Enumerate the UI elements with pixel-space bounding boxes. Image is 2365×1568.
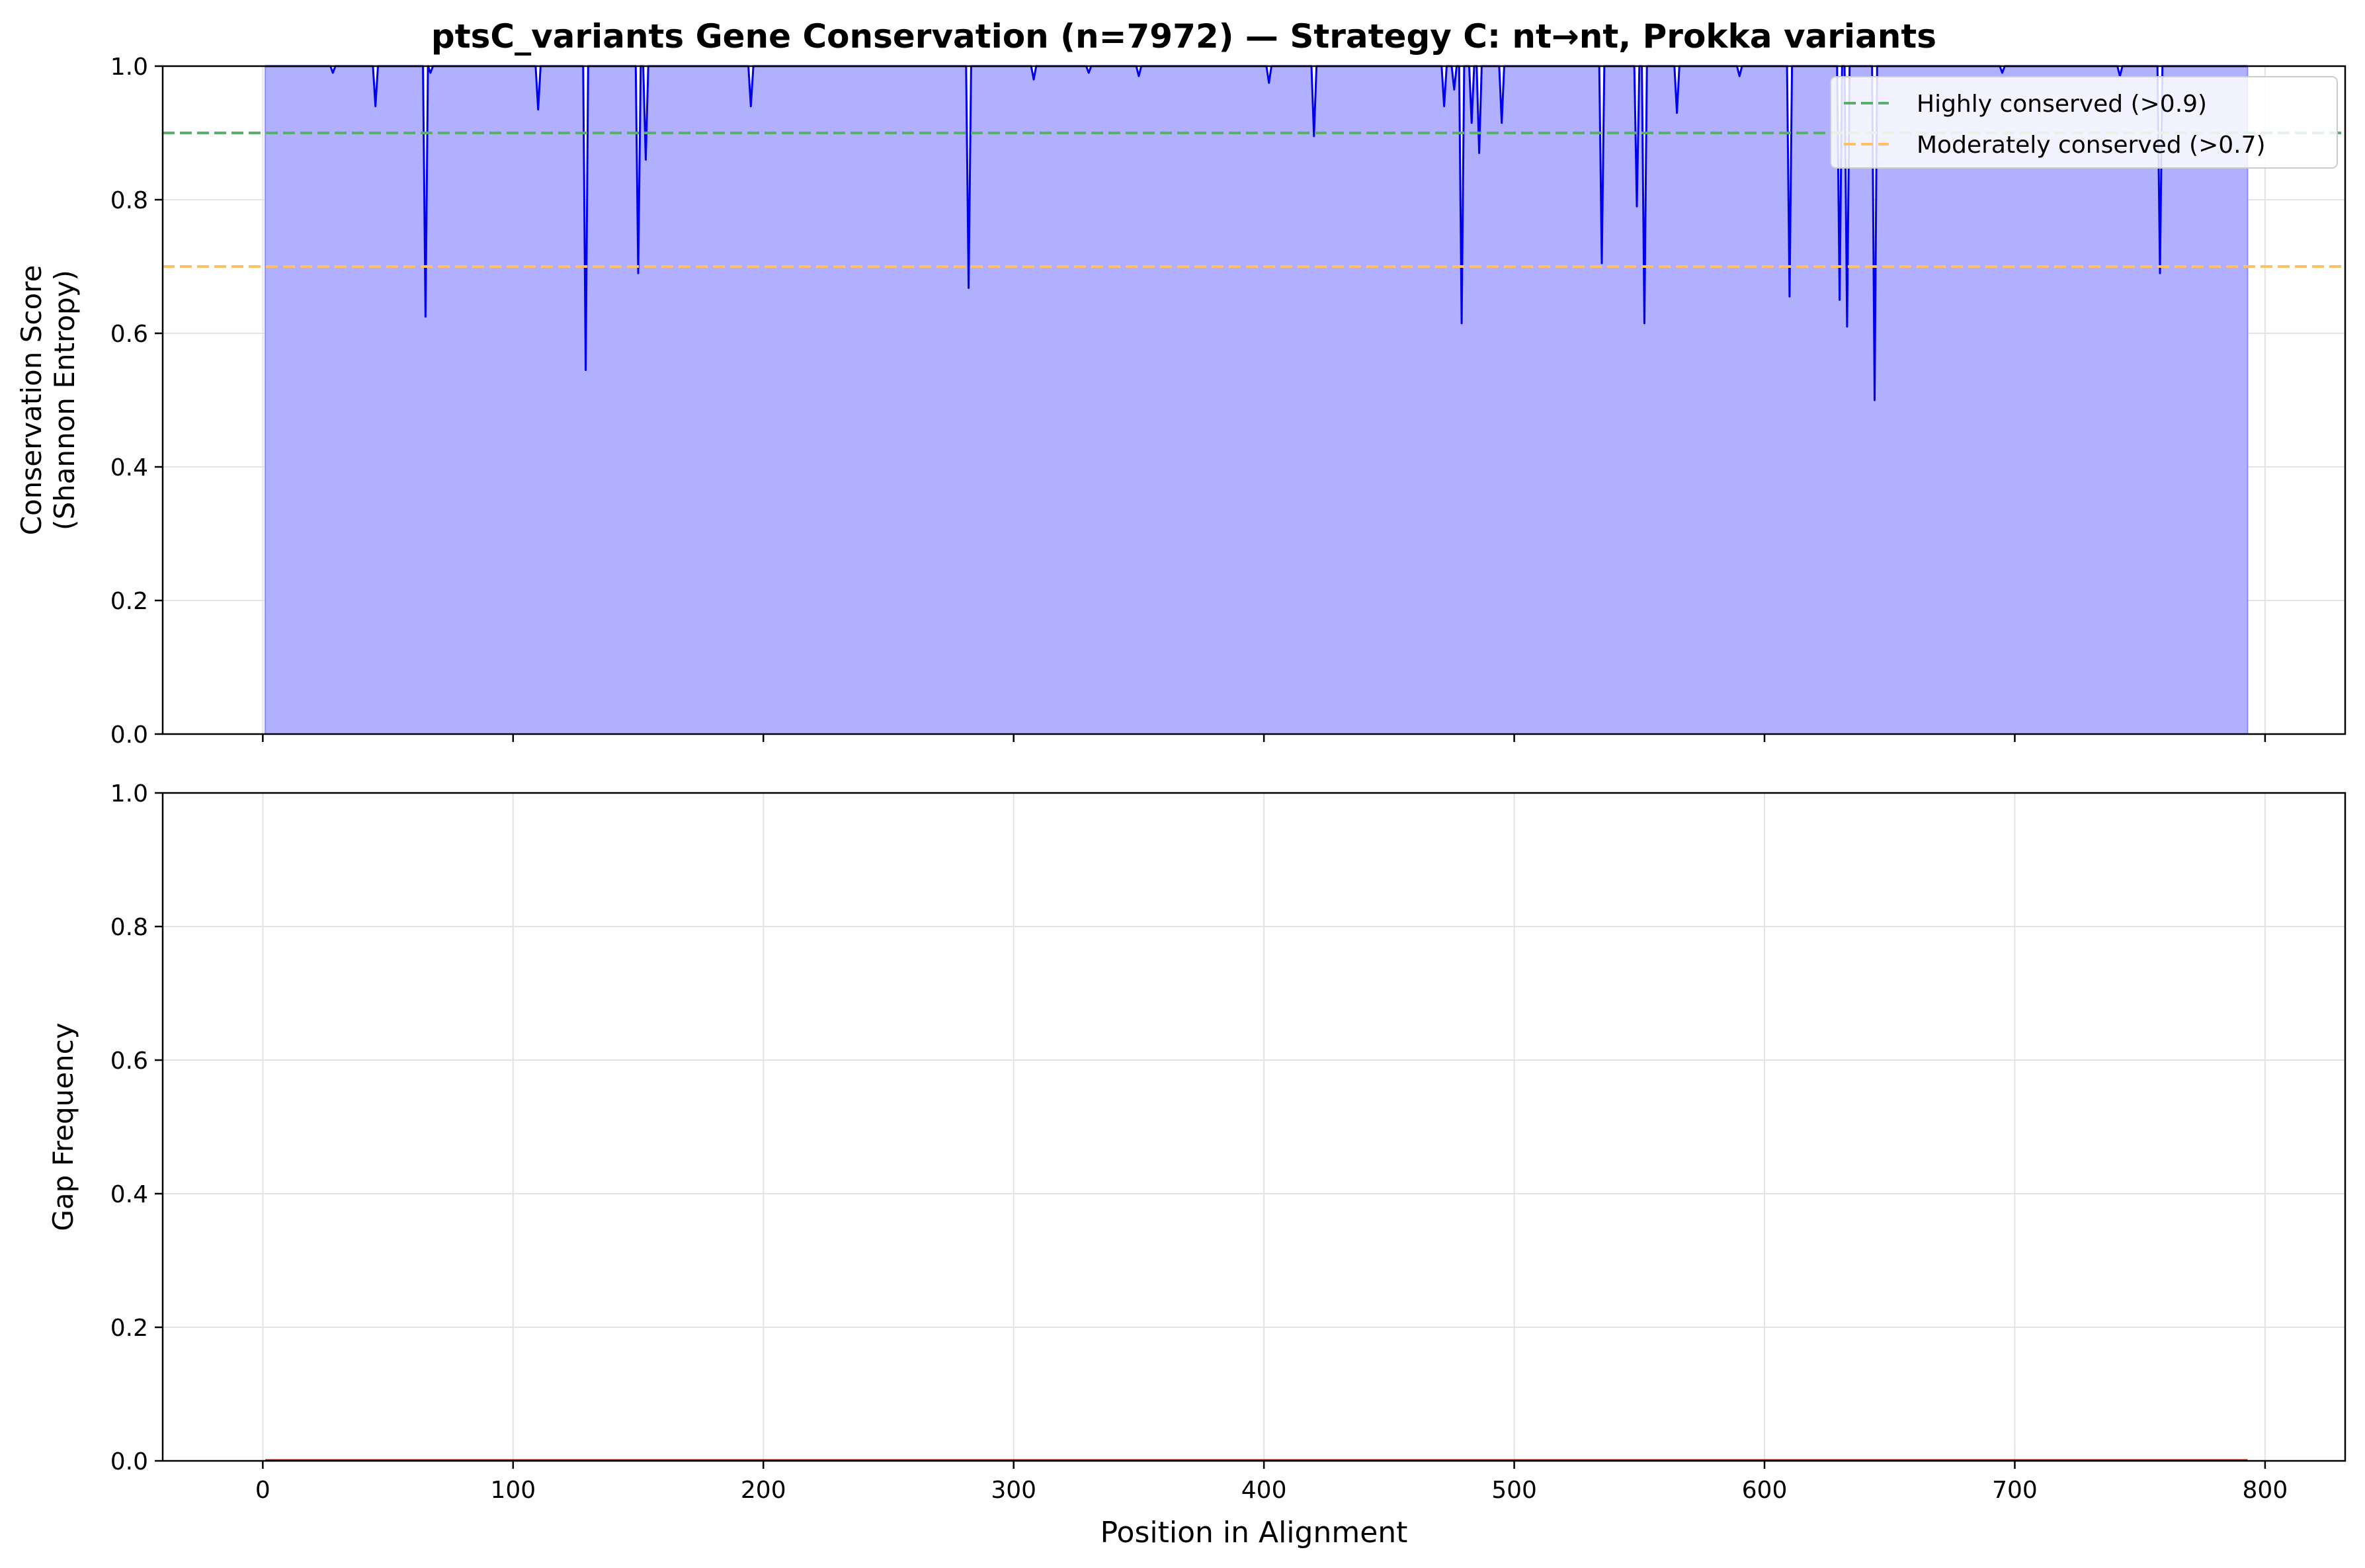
top-frame — [161, 65, 2346, 735]
conservation-ylabel: Conservation Score(Shannon Entropy) — [15, 265, 81, 536]
bottom-ytick-label: 0.6 — [110, 1048, 148, 1075]
legend-label: Moderately conserved (>0.7) — [1917, 132, 2266, 159]
top-ytick-label: 0.6 — [110, 321, 148, 348]
bottom-ytick-label: 0.4 — [110, 1181, 148, 1208]
bottom-ytick-label: 0.2 — [110, 1315, 148, 1342]
bottom-xtick-label: 700 — [1992, 1477, 2038, 1504]
bottom-xtick-label: 100 — [490, 1477, 536, 1504]
legend: Highly conserved (>0.9) Moderately conser… — [1830, 76, 2338, 169]
bottom-frame — [161, 792, 2346, 1462]
top-ytick-label: 0.4 — [110, 454, 148, 481]
top-ytick-label: 0.0 — [110, 722, 148, 749]
bottom-ytick-label: 0.0 — [110, 1448, 148, 1475]
top-ytick-label: 0.8 — [110, 187, 148, 214]
top-ytick-label: 0.2 — [110, 588, 148, 615]
top-ytick-label: 1.0 — [110, 54, 148, 81]
conservation-panel: 0.0 0.2 0.4 0.6 0.8 1.0 Conservation Score(Sha… — [15, 54, 2346, 749]
figure-title: ptsC_variants Gene Conservation (n=7972)… — [431, 17, 1936, 56]
bottom-xtick-label: 500 — [1491, 1477, 1537, 1504]
bottom-xtick-label: 800 — [2243, 1477, 2288, 1504]
bottom-xtick-label: 200 — [741, 1477, 786, 1504]
gap-frequency-panel: 0 100 200 300 400 500 600 700 800 0.0 0.2 0.4 0.6 0.8… — [47, 780, 2346, 1549]
gap-frequency-ylabel: Gap Frequency — [47, 1022, 79, 1231]
legend-box — [1830, 76, 2338, 169]
bottom-ytick-label: 0.8 — [110, 914, 148, 941]
conservation-line — [265, 65, 2248, 401]
bottom-xtick-label: 0 — [255, 1477, 270, 1504]
bottom-xtick-label: 400 — [1241, 1477, 1287, 1504]
legend-label: Highly conserved (>0.9) — [1917, 91, 2207, 118]
bottom-ytick-label: 1.0 — [110, 780, 148, 807]
conservation-ylabel-line: Conservation Score — [15, 265, 48, 536]
bottom-xtick-label: 300 — [991, 1477, 1036, 1504]
bottom-xtick-label: 600 — [1742, 1477, 1788, 1504]
conservation-ylabel-line: (Shannon Entropy) — [48, 270, 81, 530]
position-xlabel: Position in Alignment — [1100, 1516, 1408, 1549]
